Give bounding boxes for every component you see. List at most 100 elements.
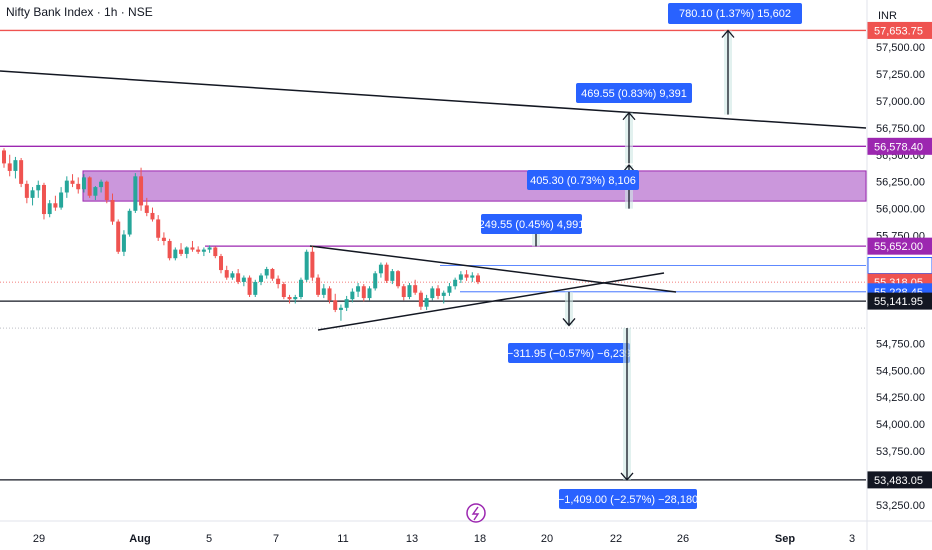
measure-label-box bbox=[508, 343, 630, 363]
x-tick-label: 22 bbox=[610, 533, 622, 545]
x-tick-label: 29 bbox=[33, 533, 45, 545]
candle-body bbox=[441, 292, 446, 296]
x-tick-label: 11 bbox=[337, 533, 348, 545]
price-tag-label: 55,141.95 bbox=[874, 296, 923, 308]
candle-body bbox=[224, 270, 229, 278]
candle-body bbox=[156, 219, 161, 238]
candle-body bbox=[7, 163, 12, 171]
y-tick-label: 53,750.00 bbox=[876, 446, 925, 458]
price-tag bbox=[867, 21, 932, 39]
measure-arrow-head bbox=[622, 111, 636, 121]
candle-body bbox=[293, 297, 298, 300]
candle-body bbox=[19, 160, 24, 184]
measure-label-box bbox=[559, 489, 697, 509]
candle-body bbox=[470, 275, 475, 278]
triangle-lower-line bbox=[317, 272, 665, 331]
candle-body bbox=[413, 285, 418, 293]
candle-body bbox=[316, 277, 321, 295]
candle-body bbox=[179, 249, 184, 254]
event-lightning-icon bbox=[466, 503, 486, 523]
candle-body bbox=[133, 176, 138, 211]
candle-body bbox=[121, 234, 126, 252]
candle-body bbox=[407, 285, 412, 298]
candle-body bbox=[344, 299, 349, 308]
candle-body bbox=[287, 297, 292, 300]
candle-body bbox=[424, 298, 429, 307]
candle-body bbox=[396, 271, 401, 287]
candle-body bbox=[298, 279, 303, 298]
candle-body bbox=[350, 291, 355, 300]
price-tag-label: 53,483.05 bbox=[874, 475, 923, 487]
candle-body bbox=[430, 288, 435, 299]
candle-body bbox=[144, 205, 149, 213]
measure-arrow-head bbox=[620, 472, 634, 481]
candle-body bbox=[304, 251, 309, 280]
x-tick-label: 3 bbox=[849, 533, 855, 545]
y-tick-label: 54,250.00 bbox=[876, 392, 925, 404]
candle-body bbox=[464, 274, 469, 278]
candle-body bbox=[47, 203, 52, 215]
candle-body bbox=[150, 212, 155, 220]
x-tick-label: 26 bbox=[677, 533, 689, 545]
candle-body bbox=[476, 275, 480, 283]
candle-body bbox=[281, 284, 286, 298]
x-tick-label: Sep bbox=[775, 533, 795, 545]
measure-arrow-head bbox=[721, 29, 735, 38]
candle-body bbox=[201, 249, 206, 252]
x-tick-label: 20 bbox=[541, 533, 553, 545]
lightning-glyph bbox=[471, 506, 480, 521]
price-tag-label: 56,578.40 bbox=[874, 141, 923, 153]
y-tick-label: 56,750.00 bbox=[876, 123, 925, 135]
candle-body bbox=[173, 249, 178, 259]
candle-body bbox=[236, 273, 241, 282]
candle-body bbox=[247, 277, 252, 295]
y-tick-label: 53,250.00 bbox=[876, 500, 925, 512]
candle-body bbox=[230, 273, 235, 278]
candle-body bbox=[207, 247, 212, 250]
measure-label: −1,409.00 (−2.57%) −28,180 bbox=[558, 494, 698, 506]
candle-body bbox=[213, 247, 218, 257]
candle-body bbox=[418, 292, 423, 307]
price-tag bbox=[867, 292, 932, 310]
price-tag-label: 55,652.00 bbox=[874, 241, 923, 253]
candle-body bbox=[190, 247, 195, 250]
price-tag bbox=[867, 471, 932, 489]
measure-arrow-head bbox=[562, 318, 576, 327]
y-tick-label: 57,000.00 bbox=[876, 96, 925, 108]
measure-label-box bbox=[668, 3, 802, 24]
candle-body bbox=[447, 286, 452, 293]
candle-body bbox=[59, 192, 64, 208]
candle-body bbox=[184, 247, 189, 254]
candle-body bbox=[338, 307, 343, 310]
candle-body bbox=[458, 274, 463, 280]
candle-body bbox=[110, 200, 115, 222]
candle-body bbox=[30, 190, 35, 198]
candle-body bbox=[310, 251, 315, 278]
candle-body bbox=[327, 288, 332, 301]
price-tag bbox=[867, 137, 932, 155]
candle-body bbox=[333, 300, 338, 310]
candle-body bbox=[241, 277, 246, 282]
candle-body bbox=[81, 177, 86, 190]
candle-body bbox=[64, 180, 69, 193]
measure-label-box bbox=[527, 170, 639, 190]
candle-body bbox=[264, 268, 269, 276]
candle-body bbox=[436, 288, 441, 296]
x-tick-label: Aug bbox=[129, 533, 150, 545]
y-tick-label: 54,750.00 bbox=[876, 338, 925, 350]
measure-arrow-head bbox=[622, 164, 636, 173]
price-tag-label: 55,472.20 bbox=[874, 261, 923, 273]
measure-label: 405.30 (0.73%) 8,106 bbox=[530, 175, 636, 187]
candle-body bbox=[76, 183, 81, 190]
candle-body bbox=[356, 286, 361, 292]
y-tick-label: 54,500.00 bbox=[876, 365, 925, 377]
candle-body bbox=[367, 288, 372, 299]
x-tick-label: 5 bbox=[206, 533, 212, 545]
price-tag bbox=[867, 257, 932, 275]
x-tick-label: 13 bbox=[406, 533, 418, 545]
y-tick-label: 56,250.00 bbox=[876, 177, 925, 189]
candle-body bbox=[373, 273, 378, 289]
candle-body bbox=[2, 150, 6, 164]
chart-title: Nifty Bank Index · 1h · NSE bbox=[6, 5, 153, 19]
